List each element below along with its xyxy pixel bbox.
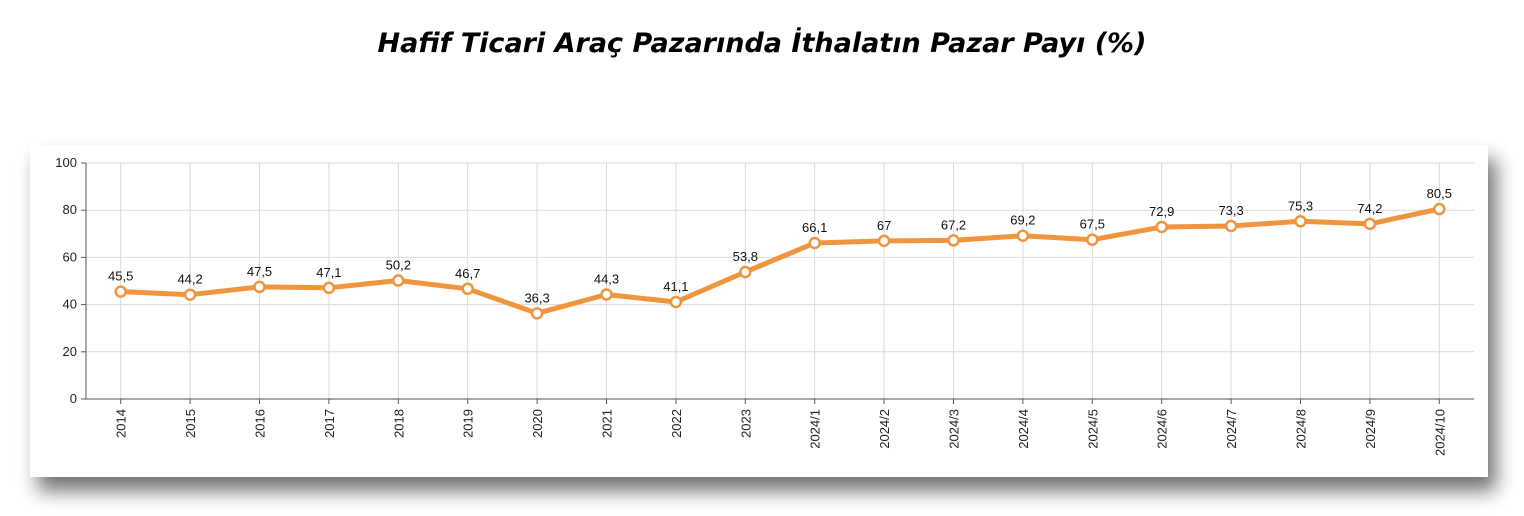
- x-tick-label: 2023: [738, 409, 753, 438]
- chart-card: 0 20 40 60 80 100 2014 2015 2016 2017 2018 2019 202…: [30, 145, 1488, 477]
- data-labels: 45,5 44,2 47,5 47,1 50,2 46,7 36,3 44,3 41,1 53,8…: [108, 186, 1452, 305]
- x-tick-label: 2014: [114, 409, 129, 438]
- data-label: 50,2: [386, 258, 411, 273]
- data-points: [114, 202, 1446, 320]
- y-tick-labels: 0 20 40 60 80 100: [55, 155, 77, 406]
- data-point: [739, 265, 752, 279]
- x-tick-label: 2024/4: [1016, 409, 1031, 449]
- data-point: [1224, 219, 1238, 233]
- data-label: 47,5: [247, 264, 272, 279]
- data-label: 69,2: [1010, 213, 1035, 228]
- x-tick-label: 2024/1: [808, 409, 823, 449]
- x-tick-label: 2024/8: [1294, 409, 1309, 449]
- x-tick-labels: 2014 2015 2016 2017 2018 2019 2020 2021 2022 2023…: [114, 409, 1448, 456]
- data-point: [669, 295, 683, 309]
- data-label: 72,9: [1149, 204, 1174, 219]
- data-label: 53,8: [733, 249, 758, 264]
- series-line: [118, 206, 1442, 316]
- data-point: [253, 280, 266, 294]
- line-chart: 0 20 40 60 80 100 2014 2015 2016 2017 2018 2019 202…: [55, 155, 1474, 456]
- data-point: [530, 307, 544, 320]
- data-point: [877, 234, 891, 248]
- x-tick-label: 2021: [600, 409, 615, 438]
- data-point: [1294, 215, 1307, 228]
- data-point: [1363, 217, 1377, 231]
- data-label: 73,3: [1218, 203, 1243, 218]
- data-point: [1433, 202, 1446, 216]
- y-tick-label: 20: [63, 344, 77, 359]
- data-point: [1086, 233, 1099, 246]
- chart-title: Hafif Ticari Araç Pazarında İthalatın Pa…: [377, 28, 1147, 59]
- data-label: 75,3: [1288, 198, 1313, 213]
- y-tick-label: 40: [63, 297, 77, 312]
- y-tick-label: 100: [55, 155, 77, 170]
- data-label: 46,7: [455, 266, 480, 281]
- grid-lines: [86, 162, 1474, 399]
- x-tick-label: 2024/9: [1363, 409, 1378, 449]
- data-label: 67: [877, 218, 891, 233]
- x-tick-label: 2017: [322, 409, 337, 438]
- data-point: [947, 234, 960, 247]
- x-tick-label: 2019: [461, 409, 476, 438]
- data-label: 44,3: [594, 271, 619, 286]
- x-tick-label: 2015: [183, 409, 198, 438]
- x-tick-label: 2024/2: [877, 409, 892, 449]
- axes: [81, 162, 1474, 404]
- data-label: 67,2: [941, 217, 966, 232]
- y-tick-label: 60: [63, 249, 77, 264]
- x-tick-label: 2024/6: [1155, 409, 1170, 449]
- data-point: [600, 288, 613, 301]
- data-point: [183, 288, 197, 301]
- y-tick-label: 0: [70, 391, 77, 406]
- x-tick-label: 2024/3: [947, 409, 962, 449]
- x-tick-label: 2018: [391, 409, 406, 438]
- x-tick-label: 2020: [530, 409, 545, 438]
- x-tick-label: 2024/5: [1085, 409, 1100, 449]
- data-label: 74,2: [1357, 201, 1382, 216]
- x-tick-label: 2022: [669, 409, 684, 438]
- data-point: [808, 236, 821, 250]
- data-label: 66,1: [802, 220, 827, 235]
- data-point: [392, 274, 405, 287]
- data-label: 47,1: [316, 265, 341, 280]
- data-label: 44,2: [177, 272, 202, 287]
- data-label: 67,5: [1080, 217, 1105, 232]
- y-tick-label: 80: [63, 202, 77, 217]
- data-point: [1155, 220, 1168, 234]
- data-point: [322, 281, 336, 295]
- data-label: 45,5: [108, 269, 133, 284]
- x-tick-label: 2024/10: [1432, 409, 1447, 456]
- data-label: 36,3: [524, 290, 549, 305]
- data-point: [114, 285, 127, 298]
- data-point: [461, 282, 474, 296]
- x-tick-label: 2016: [253, 409, 268, 438]
- data-label: 41,1: [663, 279, 688, 294]
- data-label: 80,5: [1427, 186, 1452, 201]
- data-point: [1016, 229, 1030, 242]
- x-tick-label: 2024/7: [1224, 409, 1239, 449]
